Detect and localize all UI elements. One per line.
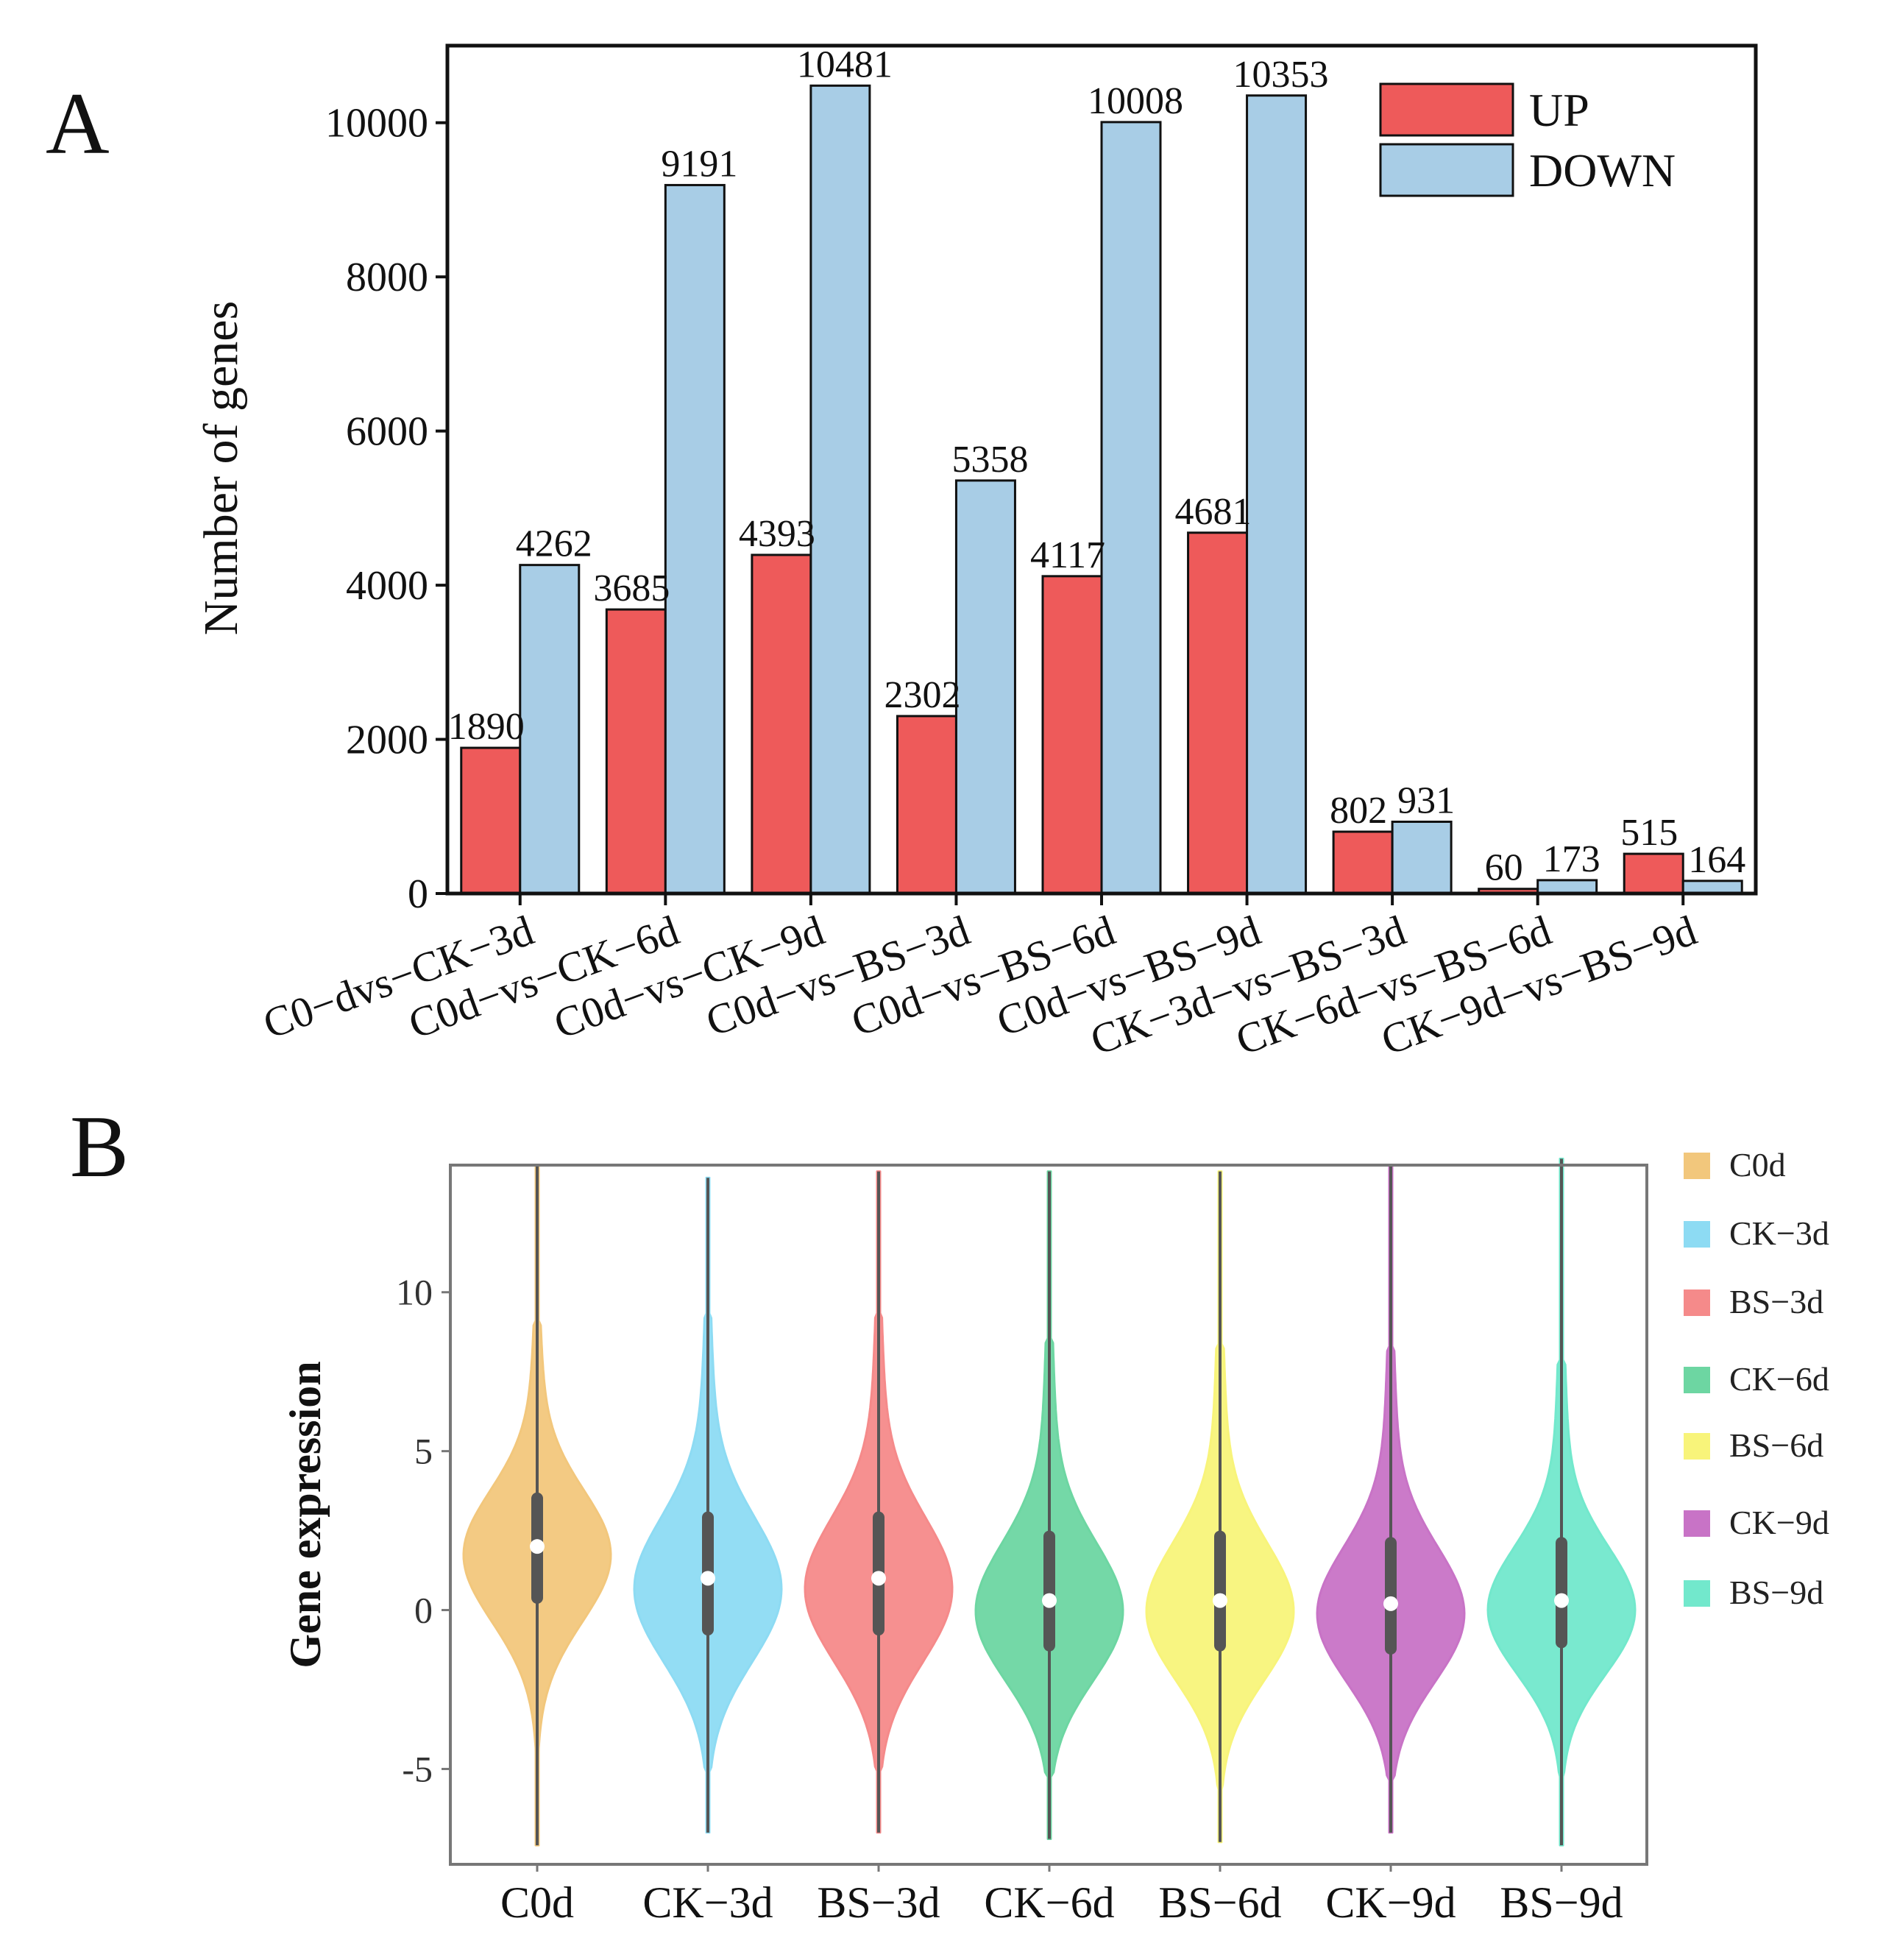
violin-y-tick-label-1: 0 [414,1590,433,1631]
violin-x-category-label-0: C0d [500,1878,574,1927]
bar-up-0 [460,746,522,895]
bar-up-1 [605,608,667,895]
bar-down-8 [1681,880,1743,895]
data-label-up-4: 4117 [1030,534,1105,576]
violin-iqr-box-6 [1556,1537,1567,1649]
violin-x-category-label-5: CK−9d [1325,1878,1456,1927]
data-label-down-0: 4262 [516,523,592,565]
bar-up-3 [896,715,957,895]
bar-down-6 [1391,820,1453,895]
violin-x-category-label-6: BS−9d [1500,1878,1623,1927]
violin-chart-legend: C0d CK−3d BS−3d CK−6d BS−6d CK−9d BS−9d [1684,1146,1829,1611]
bar-chart-bars [460,84,1743,895]
data-label-up-7: 60 [1485,847,1523,889]
y-tick-label-1: 2000 [346,718,428,763]
bar-chart-frame [445,43,1758,896]
bar-down-7 [1536,879,1598,895]
bar-chart-y-axis-title: Number of genes [194,301,248,636]
bar-down-4 [1100,121,1162,895]
y-tick-label-5: 10000 [325,101,428,146]
y-tick-label-0: 0 [408,871,428,917]
data-label-down-4: 10008 [1088,80,1183,122]
bar-down-2 [809,84,871,895]
bar-up-6 [1332,830,1394,895]
legend-swatch-down [1379,143,1514,197]
data-label-up-8: 515 [1620,812,1678,854]
data-label-down-2: 10481 [797,43,893,85]
violin-median-0 [530,1539,545,1554]
violin-legend-swatch-0 [1684,1153,1710,1179]
data-label-up-0: 1890 [448,706,525,748]
violin-legend-swatch-4 [1684,1433,1710,1460]
violin-y-tick-label-2: 5 [414,1431,433,1472]
violin-legend-label-2: BS−3d [1729,1283,1823,1320]
violin-y-tick-label-3: 10 [396,1272,433,1313]
data-label-up-6: 802 [1330,790,1387,832]
violin-chart-violins [462,1157,1637,1847]
violin-median-4 [1213,1593,1227,1608]
violin-iqr-box-4 [1214,1530,1226,1652]
data-label-down-8: 164 [1688,839,1745,881]
violin-legend-label-6: BS−9d [1729,1574,1823,1611]
bar-up-8 [1623,852,1684,895]
bar-chart-legend: UP DOWN [1379,82,1676,197]
violin-legend-swatch-5 [1684,1510,1710,1537]
data-label-up-5: 4681 [1175,491,1252,533]
bar-down-1 [664,183,726,895]
data-label-down-6: 931 [1397,779,1455,821]
violin-x-category-label-2: BS−3d [817,1878,940,1927]
data-label-up-1: 3685 [593,567,670,609]
violin-legend-swatch-2 [1684,1289,1710,1316]
data-label-down-7: 173 [1543,838,1600,880]
legend-label-down: DOWN [1529,144,1676,197]
violin-median-1 [701,1571,715,1586]
bar-down-5 [1246,94,1308,895]
bar-up-5 [1187,531,1249,895]
violin-legend-swatch-3 [1684,1367,1710,1393]
data-label-down-1: 9191 [661,143,737,185]
y-tick-label-3: 6000 [346,409,428,455]
violin-chart-y-ticks: -5 0 5 10 [396,1272,450,1789]
legend-swatch-up [1379,82,1514,137]
bar-down-3 [954,479,1016,895]
violin-legend-label-0: C0d [1729,1146,1786,1184]
bar-up-4 [1041,575,1103,895]
violin-chart-panel-b: -5 0 5 10 C0d CK−3d BS−3d CK−6d BS−6d CK−9d BS−9d… [281,1146,1829,1927]
bar-up-2 [751,553,812,895]
legend-label-up: UP [1529,84,1589,136]
violin-y-tick-label-0: -5 [402,1748,433,1789]
data-label-down-5: 10353 [1233,54,1329,96]
violin-legend-swatch-1 [1684,1221,1710,1248]
bar-down-0 [519,564,581,895]
violin-x-category-label-4: BS−6d [1158,1878,1281,1927]
violin-median-5 [1383,1596,1398,1611]
panel-b-letter: B [70,1097,129,1195]
violin-legend-label-4: BS−6d [1729,1426,1823,1464]
violin-median-3 [1042,1593,1057,1608]
violin-x-category-label-1: CK−3d [642,1878,773,1927]
data-label-up-2: 4393 [739,513,815,555]
bar-chart-y-ticks: 0 2000 4000 6000 8000 10000 [325,101,447,917]
violin-legend-swatch-6 [1684,1580,1710,1607]
y-tick-label-4: 8000 [346,255,428,300]
y-tick-label-2: 4000 [346,563,428,609]
violin-legend-label-1: CK−3d [1729,1214,1829,1252]
violin-median-6 [1554,1593,1569,1608]
violin-chart-y-axis-title: Gene expression [281,1361,330,1668]
violin-iqr-box-5 [1385,1537,1397,1655]
violin-chart-x-categories: C0d CK−3d BS−3d CK−6d BS−6d CK−9d BS−9d [500,1864,1623,1927]
data-label-down-3: 5358 [951,439,1028,481]
violin-x-category-label-3: CK−6d [984,1878,1114,1927]
data-label-up-3: 2302 [884,674,960,716]
violin-legend-label-3: CK−6d [1729,1360,1829,1398]
violin-median-2 [871,1571,886,1586]
violin-iqr-box-3 [1043,1530,1055,1652]
violin-legend-label-5: CK−9d [1729,1504,1829,1541]
panel-a-letter: A [46,74,110,172]
